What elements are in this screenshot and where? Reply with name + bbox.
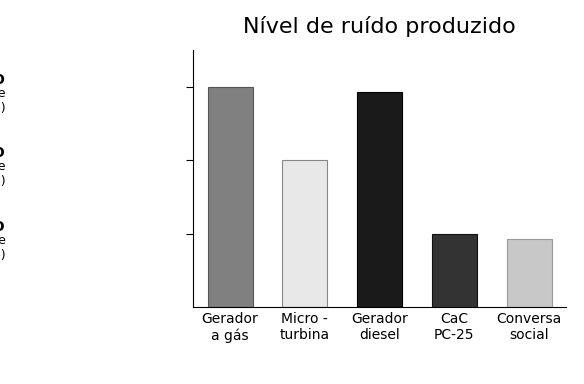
Title: Nível de ruído produzido: Nível de ruído produzido xyxy=(243,16,516,37)
Text: BAIXO: BAIXO xyxy=(0,220,6,234)
Bar xyxy=(507,238,551,307)
Bar xyxy=(208,87,252,307)
Bar xyxy=(357,91,402,307)
Text: MÉDIO: MÉDIO xyxy=(0,146,6,160)
Bar xyxy=(283,160,327,307)
Text: (Necessidade de
tratamento acústico): (Necessidade de tratamento acústico) xyxy=(0,160,6,188)
Bar xyxy=(432,234,477,307)
Text: (Necessidade de
tratamento acústico): (Necessidade de tratamento acústico) xyxy=(0,87,6,115)
Text: ALTO: ALTO xyxy=(0,73,6,87)
Text: (Sem necessidade de
tratamento acústico): (Sem necessidade de tratamento acústico) xyxy=(0,234,6,262)
